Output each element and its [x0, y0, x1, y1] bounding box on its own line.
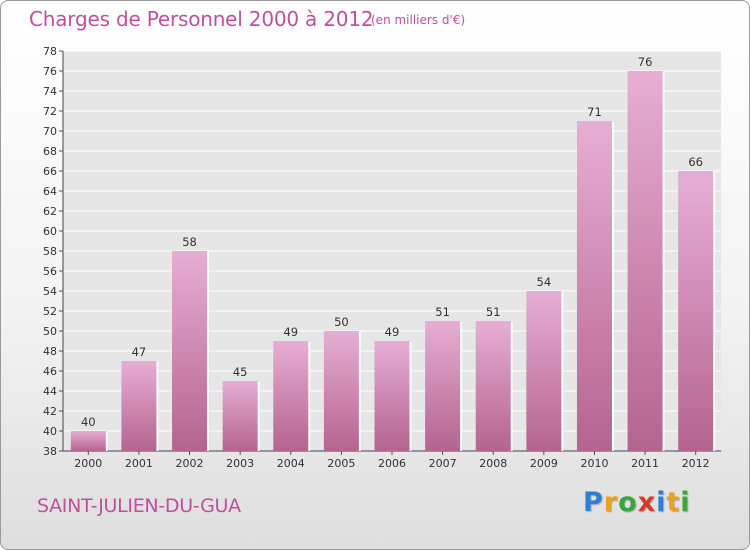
x-tick-label: 2005	[327, 457, 355, 470]
data-label: 47	[132, 345, 147, 359]
y-tick-label: 44	[43, 385, 57, 398]
y-tick-label: 52	[43, 305, 57, 318]
x-tick-label: 2000	[74, 457, 102, 470]
y-tick-label: 66	[43, 165, 57, 178]
y-tick-label: 60	[43, 225, 57, 238]
y-tick-label: 62	[43, 205, 57, 218]
data-label: 40	[81, 415, 96, 429]
y-tick-label: 58	[43, 245, 57, 258]
bar	[172, 251, 208, 451]
x-tick-label: 2012	[682, 457, 710, 470]
bar	[273, 341, 309, 451]
bar	[526, 291, 562, 451]
logo-letter: t	[666, 487, 681, 518]
y-tick-label: 50	[43, 325, 57, 338]
x-tick-label: 2004	[277, 457, 305, 470]
data-label: 54	[537, 275, 552, 289]
logo-letter: i	[680, 487, 691, 518]
chart-subtitle: (en milliers d'€)	[371, 13, 466, 27]
y-tick-label: 64	[43, 185, 57, 198]
x-tick-label: 2002	[176, 457, 204, 470]
data-label: 76	[638, 55, 653, 69]
logo-letter: r	[603, 487, 619, 518]
y-tick-label: 54	[43, 285, 57, 298]
y-tick-label: 38	[43, 445, 57, 458]
x-tick-label: 2011	[631, 457, 659, 470]
bar	[627, 71, 663, 451]
y-tick-label: 78	[43, 45, 57, 58]
logo-letter: x	[637, 487, 657, 518]
y-tick-label: 48	[43, 345, 57, 358]
bar	[374, 341, 410, 451]
bar	[222, 381, 258, 451]
data-label: 49	[385, 325, 400, 339]
data-label: 51	[486, 305, 501, 319]
town-name: SAINT-JULIEN-DU-GUA	[37, 495, 241, 517]
bar	[576, 121, 612, 451]
x-tick-label: 2001	[125, 457, 153, 470]
y-tick-label: 72	[43, 105, 57, 118]
bar	[678, 171, 714, 451]
x-tick-label: 2006	[378, 457, 406, 470]
bar	[70, 431, 106, 451]
x-tick-label: 2003	[226, 457, 254, 470]
bar	[425, 321, 461, 451]
y-tick-label: 70	[43, 125, 57, 138]
y-tick-label: 42	[43, 405, 57, 418]
data-label: 66	[688, 155, 703, 169]
logo-letter: i	[656, 487, 667, 518]
data-label: 51	[435, 305, 450, 319]
y-tick-label: 76	[43, 65, 57, 78]
x-tick-label: 2009	[530, 457, 558, 470]
bar	[475, 321, 511, 451]
bar	[121, 361, 157, 451]
data-label: 45	[233, 365, 248, 379]
logo-letter: P	[583, 487, 604, 518]
data-label: 49	[283, 325, 298, 339]
data-label: 71	[587, 105, 602, 119]
chart-title: Charges de Personnel 2000 à 2012	[29, 7, 374, 31]
x-tick-label: 2010	[580, 457, 608, 470]
y-tick-label: 68	[43, 145, 57, 158]
x-tick-label: 2007	[429, 457, 457, 470]
logo-letter: o	[618, 487, 638, 518]
y-tick-label: 74	[43, 85, 57, 98]
bar	[323, 331, 359, 451]
data-label: 58	[182, 235, 197, 249]
y-tick-label: 56	[43, 265, 57, 278]
y-tick-label: 46	[43, 365, 57, 378]
x-tick-label: 2008	[479, 457, 507, 470]
proxiti-logo[interactable]: Proxiti	[583, 487, 691, 518]
y-tick-label: 40	[43, 425, 57, 438]
data-label: 50	[334, 315, 349, 329]
